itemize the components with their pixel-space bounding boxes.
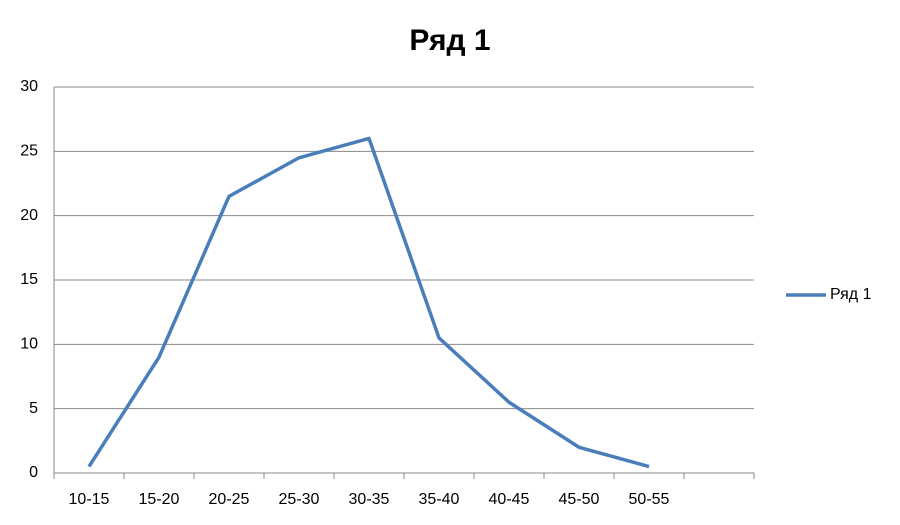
x-tick-label: 40-45 [489,491,530,508]
x-tick-label: 10-15 [69,491,110,508]
chart-title: Ряд 1 [409,24,490,57]
legend-label: Ряд 1 [830,286,872,303]
y-tick-label: 5 [29,400,38,417]
y-tick-label: 20 [20,207,38,224]
y-tick-label: 10 [20,336,38,353]
y-tick-label: 0 [29,464,38,481]
x-tick-label: 50-55 [629,491,670,508]
x-tick-label: 30-35 [349,491,390,508]
y-tick-label: 25 [20,143,38,160]
y-tick-label: 30 [20,78,38,95]
x-tick-label: 20-25 [209,491,250,508]
x-tick-label: 45-50 [559,491,600,508]
series-line [87,136,650,469]
x-tick-label: 25-30 [279,491,320,508]
y-tick-label: 15 [20,271,38,288]
x-tick-label: 15-20 [139,491,180,508]
x-tick-label: 35-40 [419,491,460,508]
